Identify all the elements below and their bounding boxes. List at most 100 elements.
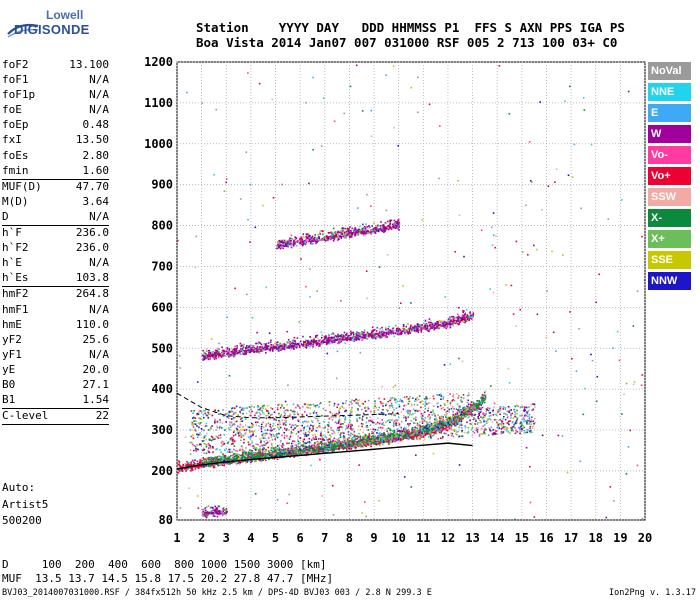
echo-point (231, 454, 234, 457)
echo-point (477, 404, 480, 407)
echo-point (402, 436, 405, 438)
echo-point (388, 438, 391, 440)
echo-point (443, 420, 446, 423)
echo-point (278, 449, 280, 451)
echo-point (372, 441, 374, 443)
x-tick-label: 1 (173, 531, 180, 545)
echo-point (426, 432, 429, 434)
echo-point (418, 433, 420, 435)
echo-point (318, 345, 320, 347)
echo-point (272, 453, 275, 456)
echo-point (438, 325, 441, 327)
echo-point (235, 349, 238, 352)
echo-point (411, 438, 413, 440)
echo-point (291, 339, 294, 342)
echo-point (420, 329, 423, 332)
echo-point (421, 426, 423, 428)
echo-point (331, 340, 333, 343)
echo-point (470, 409, 473, 411)
echo-point (231, 351, 233, 354)
echo-point (282, 455, 284, 457)
echo-point (459, 414, 462, 417)
echo-point (388, 443, 390, 445)
echo-point (380, 434, 382, 436)
echo-point (445, 321, 447, 324)
echo-point (359, 435, 362, 438)
echo-point (414, 328, 416, 330)
echo-point (293, 453, 296, 456)
echo-point (329, 339, 332, 342)
echo-point (349, 442, 351, 445)
echo-point (299, 343, 301, 345)
echo-point (390, 433, 393, 435)
echo-point (419, 426, 421, 429)
y-tick-label: 700 (151, 259, 173, 273)
echo-point (437, 423, 440, 425)
echo-point (351, 338, 353, 341)
echo-point (215, 455, 217, 458)
echo-point (210, 353, 213, 356)
echo-point (269, 345, 271, 348)
echo-point (482, 399, 484, 402)
echo-point (383, 440, 386, 443)
echo-point (376, 327, 379, 329)
echo-point (235, 454, 237, 457)
echo-point (304, 341, 306, 343)
echo-point (334, 338, 337, 341)
echo-point (258, 352, 261, 354)
echo-point (416, 427, 419, 430)
echo-point (440, 421, 442, 424)
echo-point (313, 337, 315, 340)
echo-point (433, 328, 435, 331)
echo-point (430, 322, 433, 324)
echo-point (317, 445, 320, 447)
echo-point (483, 394, 486, 397)
echo-point (428, 428, 431, 431)
echo-point (314, 446, 316, 448)
echo-point (261, 455, 264, 457)
echo-point (411, 330, 413, 333)
echo-point (315, 342, 317, 345)
echo-point (331, 450, 334, 453)
echo-point (234, 345, 236, 348)
x-tick-label: 16 (539, 531, 553, 545)
echo-point (320, 336, 323, 339)
echo-point (446, 417, 448, 419)
echo-point (292, 242, 295, 244)
echo-point (235, 461, 237, 464)
echo-point (210, 354, 213, 356)
echo-point (363, 329, 366, 331)
echo-point (310, 339, 313, 342)
echo-point (469, 317, 472, 319)
echo-point (370, 443, 372, 445)
echo-point (399, 439, 402, 441)
echo-point (275, 346, 277, 348)
echo-point (259, 451, 261, 453)
echo-point (381, 434, 384, 437)
echo-point (216, 349, 218, 352)
echo-point (371, 432, 373, 435)
echo-point (248, 350, 251, 353)
echo-point (377, 437, 379, 439)
echo-point (231, 348, 233, 351)
echo-point (415, 326, 417, 329)
echo-point (354, 338, 357, 341)
echo-point (199, 461, 201, 463)
echo-point (241, 454, 243, 456)
echo-point (202, 461, 205, 464)
echo-point (449, 322, 452, 325)
echo-point (484, 396, 487, 398)
echo-point (381, 333, 384, 335)
echo-point (422, 434, 424, 436)
echo-point (351, 444, 353, 446)
echo-point (292, 451, 294, 453)
echo-point (478, 403, 481, 406)
echo-point (435, 428, 438, 430)
echo-point (411, 325, 414, 328)
echo-point (191, 459, 194, 462)
echo-point (420, 331, 423, 333)
echo-point (304, 345, 306, 347)
y-tick-label: 300 (151, 423, 173, 437)
echo-point (445, 418, 448, 421)
echo-point (290, 451, 293, 453)
